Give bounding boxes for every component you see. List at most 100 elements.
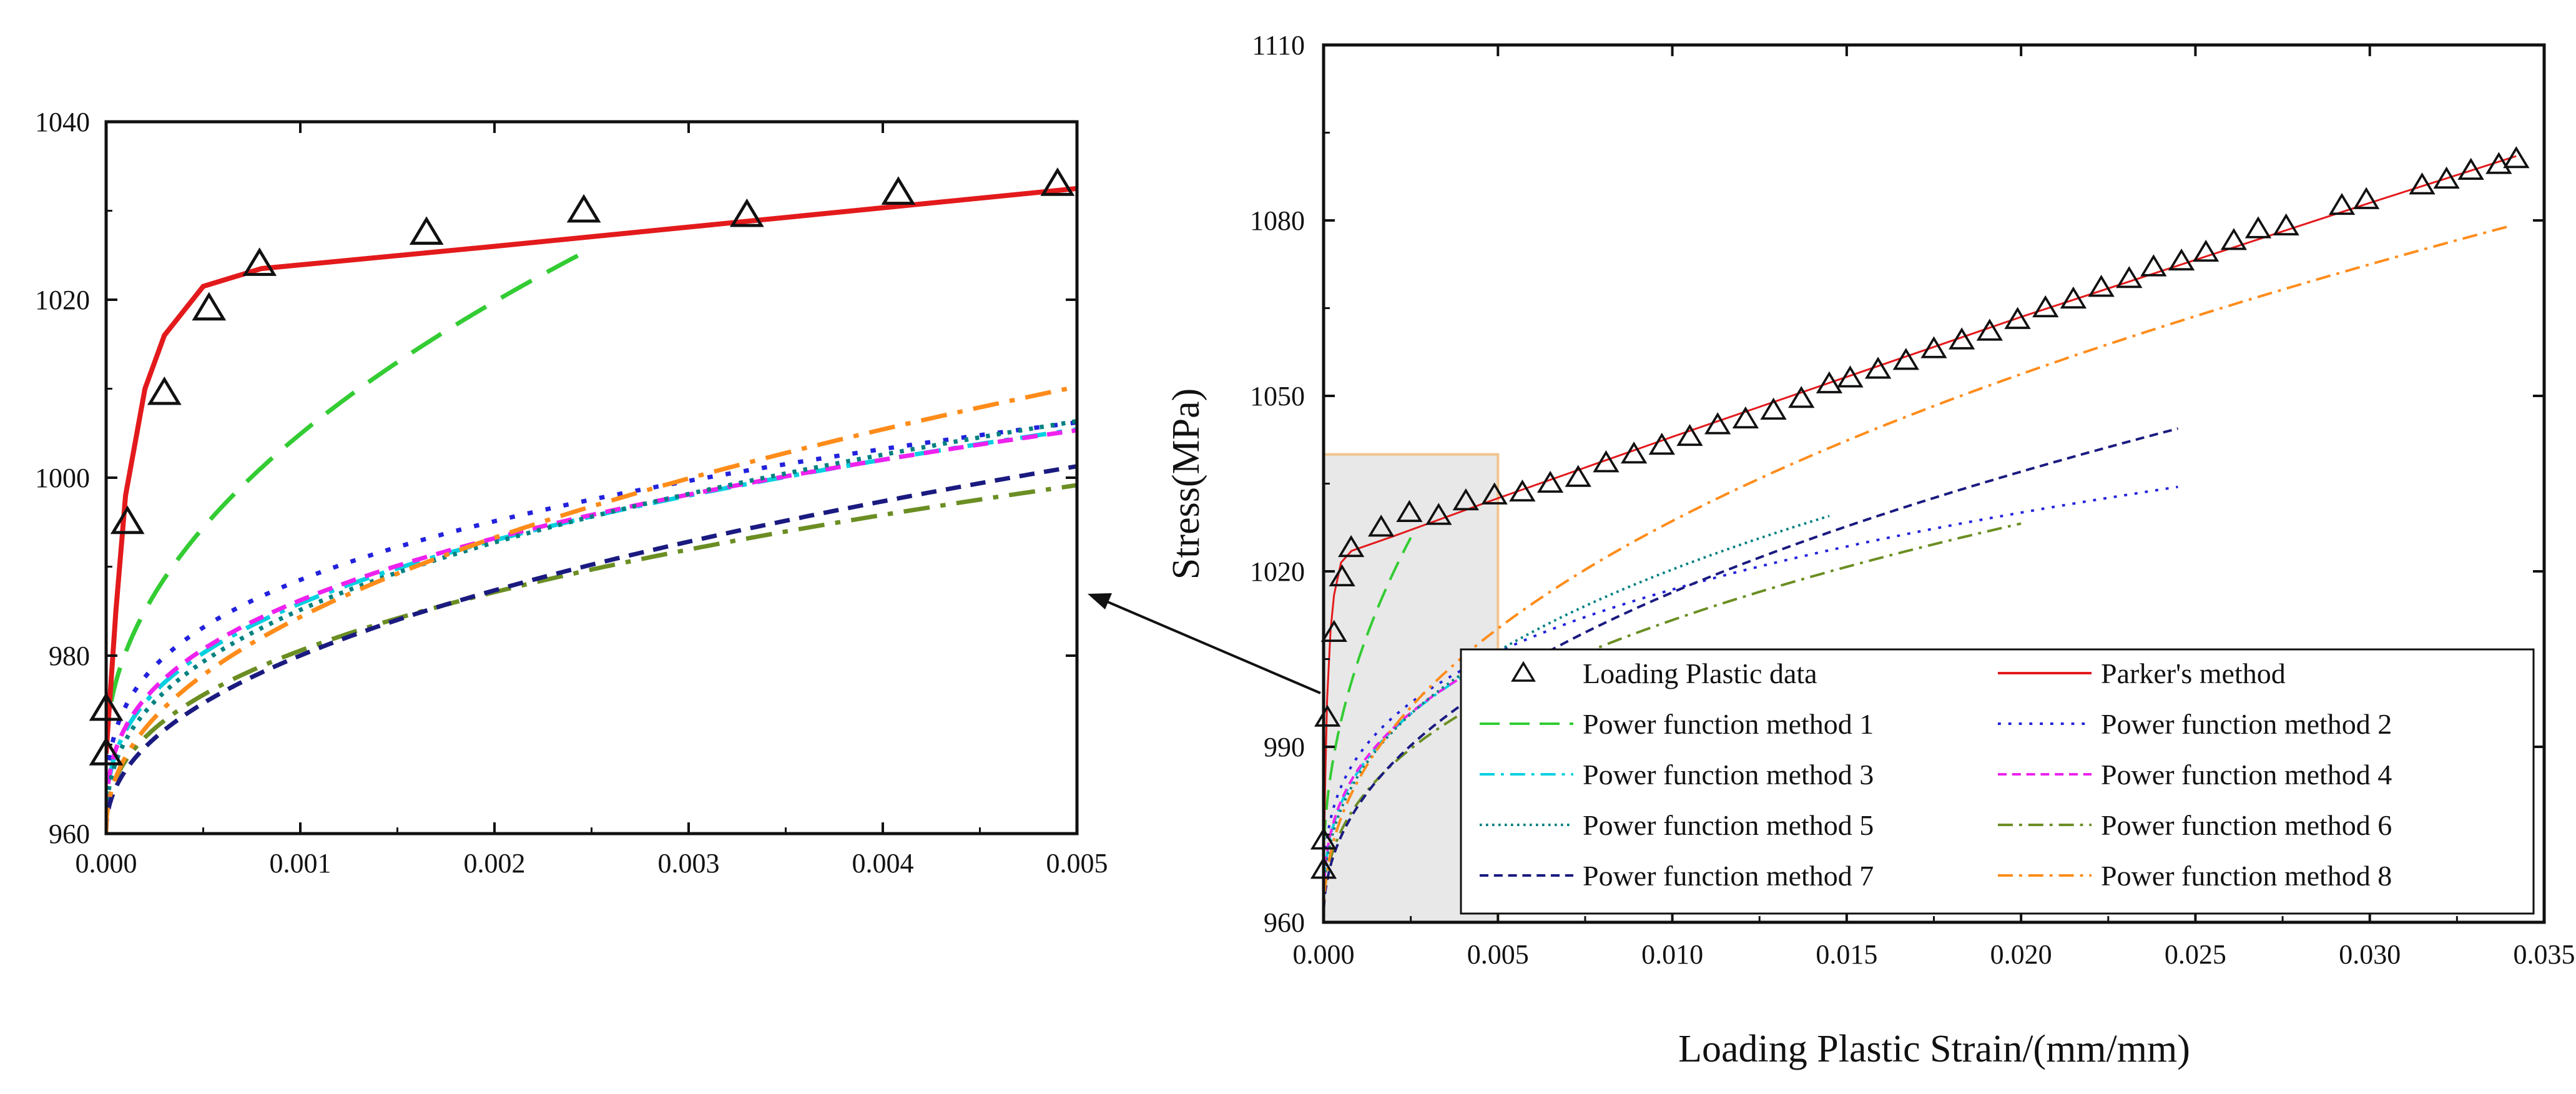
- main-data-point: [2060, 286, 2087, 309]
- legend-label-data: Loading Plastic data: [1583, 658, 1817, 689]
- main-x-tick-label: 0.020: [1990, 939, 2052, 970]
- main-chart: 0.000 0.005 0.010 0.015 0.020 0.025 0.030 0.035…: [1165, 30, 2575, 1070]
- main-data-point: [1816, 371, 1843, 393]
- main-data-point: [1732, 406, 1759, 429]
- main-y-tick-label: 1110: [1252, 30, 1305, 61]
- legend-label-p7: Power function method 7: [1583, 860, 1874, 892]
- legend-label-p6: Power function method 6: [2101, 809, 2392, 841]
- main-data-point: [1760, 397, 1787, 420]
- legend: Loading Plastic data Power function metho…: [1460, 648, 2535, 915]
- inset-chart: 0.000 0.001 0.002 0.003 0.004 0.005 960 980 1000…: [35, 107, 1108, 879]
- main-data-point: [1920, 336, 1947, 358]
- inset-data-point: [110, 505, 145, 535]
- inset-x-tick-label: 0.003: [658, 848, 720, 879]
- main-data-point: [2353, 187, 2380, 209]
- inset-data-point: [192, 292, 227, 321]
- inset-data-point: [242, 247, 277, 276]
- main-data-point: [1338, 535, 1365, 558]
- inset-series-line-p7: [106, 464, 1077, 834]
- main-data-point: [2116, 266, 2143, 288]
- inset-series-line-p1: [106, 246, 593, 754]
- main-data-point: [1452, 488, 1479, 511]
- inset-y-tick-label: 980: [49, 641, 90, 671]
- main-data-point: [2004, 307, 2031, 329]
- main-data-point: [2433, 166, 2460, 189]
- inset-y-tick-label: 1020: [35, 285, 90, 315]
- main-data-point: [1425, 503, 1452, 525]
- main-data-point: [2088, 275, 2115, 297]
- main-data-point: [2457, 157, 2484, 180]
- main-data-point: [1367, 515, 1395, 537]
- inset-series-line-p6: [106, 483, 1077, 834]
- main-data-point: [1648, 432, 1676, 455]
- main-data-point: [1864, 357, 1892, 379]
- main-data-point: [1565, 465, 1591, 487]
- legend-label-p2: Power function method 2: [2101, 708, 2392, 740]
- main-data-point: [2328, 192, 2356, 215]
- main-series-line-p8: [1324, 225, 2510, 922]
- main-x-tick-label: 0.015: [1816, 939, 1877, 970]
- inset-series-line-parker: [106, 185, 1077, 754]
- legend-label-p3: Power function method 3: [1583, 759, 1874, 791]
- main-data-point: [1948, 327, 1975, 350]
- main-data-point: [2140, 254, 2167, 277]
- main-data-point: [2485, 152, 2512, 174]
- inset-y-tick-label: 1040: [35, 107, 90, 137]
- inset-data-point: [566, 194, 601, 223]
- main-data-point: [1536, 470, 1564, 493]
- main-x-tick-label: 0.025: [2165, 939, 2226, 970]
- main-data-point: [2409, 172, 2436, 195]
- main-y-tick-label: 990: [1264, 732, 1305, 762]
- inset-data-point: [409, 216, 444, 245]
- zoom-arrow: [1088, 593, 1321, 694]
- main-y-tick-label: 1020: [1250, 556, 1305, 587]
- main-x-tick-label: 0.010: [1641, 939, 1703, 970]
- inset-x-tick-label: 0.000: [76, 848, 137, 879]
- main-series-line-p5: [1324, 515, 1830, 922]
- main-x-tick-label: 0.000: [1293, 939, 1355, 970]
- main-data-point: [1892, 348, 1920, 370]
- main-data-point: [1396, 500, 1423, 522]
- main-data-point: [2220, 228, 2248, 250]
- x-axis-title: Loading Plastic Strain/(mm/mm): [1678, 1028, 2190, 1070]
- main-x-tick-label: 0.005: [1467, 939, 1529, 970]
- main-data-point: [1329, 564, 1355, 586]
- main-data-point: [1509, 479, 1536, 502]
- inset-series-line-p2: [106, 420, 1077, 834]
- inset-x-tick-label: 0.004: [852, 848, 914, 879]
- main-data-point: [1837, 365, 1864, 388]
- main-data-point: [1976, 318, 2003, 341]
- main-data-point: [2273, 213, 2299, 235]
- main-data-point: [1620, 441, 1648, 464]
- main-x-tick-label: 0.030: [2339, 939, 2401, 970]
- main-data-point: [2168, 248, 2195, 271]
- main-series-line-p4: [1324, 656, 1499, 922]
- legend-marker-data: [1511, 661, 1536, 682]
- main-data-point: [1788, 386, 1815, 408]
- inset-x-tick-label: 0.001: [270, 848, 332, 879]
- legend-box: [1460, 648, 2535, 915]
- main-x-tick-label: 0.035: [2514, 939, 2575, 970]
- inset-y-tick-label: 1000: [35, 463, 90, 493]
- main-data-point: [2032, 295, 2059, 318]
- legend-label-p5: Power function method 5: [1583, 809, 1874, 841]
- legend-label-parker: Parker's method: [2101, 658, 2286, 689]
- main-data-point: [1481, 482, 1508, 505]
- legend-label-p8: Power function method 8: [2101, 860, 2392, 892]
- main-data-point: [1314, 704, 1341, 727]
- main-y-tick-label: 1050: [1250, 381, 1305, 411]
- inset-y-tick-label: 960: [49, 819, 90, 849]
- main-y-tick-label: 960: [1264, 907, 1305, 938]
- inset-series-line-p5: [106, 419, 1077, 834]
- main-data-point: [1704, 412, 1731, 435]
- main-data-point: [1320, 619, 1347, 642]
- main-data-point: [1676, 423, 1703, 446]
- main-data-point: [2244, 216, 2272, 239]
- legend-label-p4: Power function method 4: [2101, 759, 2392, 791]
- inset-x-tick-label: 0.002: [464, 848, 526, 879]
- inset-data-point: [1040, 167, 1075, 196]
- inset-data-point: [729, 198, 764, 227]
- inset-x-tick-label: 0.005: [1046, 848, 1108, 879]
- inset-series-line-p8: [106, 384, 1077, 834]
